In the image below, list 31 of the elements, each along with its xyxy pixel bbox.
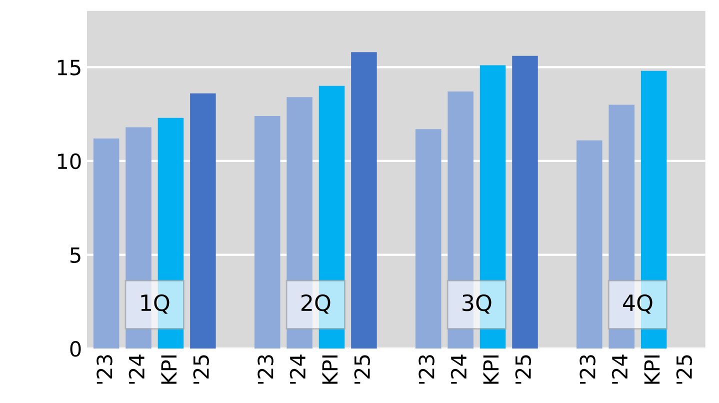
x-tick-label: KPI [644, 356, 660, 384]
y-tick-label: 15 [58, 60, 80, 76]
x-tick-label: KPI [483, 356, 499, 384]
x-tick-label: '24 [290, 354, 306, 384]
x-tick-label: KPI [322, 356, 338, 384]
bar [415, 129, 442, 349]
bar [512, 56, 538, 349]
bar [576, 140, 602, 349]
bar [254, 116, 280, 349]
x-tick-label: '25 [193, 355, 209, 384]
x-tick-label: '25 [676, 355, 692, 384]
x-tick-label: KPI [161, 356, 176, 384]
x-tick-label: '25 [515, 355, 532, 384]
y-tick-label: 0 [70, 341, 81, 357]
x-tick-label: '23 [580, 355, 596, 384]
bar [351, 52, 377, 349]
x-tick-label: '25 [354, 355, 370, 384]
y-tick-label: 5 [70, 248, 80, 263]
annotation: 3Q [462, 294, 492, 314]
x-tick-label: '24 [450, 354, 466, 384]
annotation: 1Q [141, 294, 170, 314]
annotation: 4Q [622, 294, 652, 314]
y-tick-label: 10 [58, 153, 81, 170]
x-tick-label: '23 [258, 355, 274, 384]
bar [93, 138, 120, 349]
annotation: 2Q [301, 294, 330, 314]
x-tick-label: '24 [612, 354, 628, 384]
x-tick-label: '24 [128, 354, 144, 384]
x-tick-label: '23 [418, 355, 434, 384]
x-tick-label: '23 [96, 355, 112, 384]
bar [190, 93, 216, 349]
